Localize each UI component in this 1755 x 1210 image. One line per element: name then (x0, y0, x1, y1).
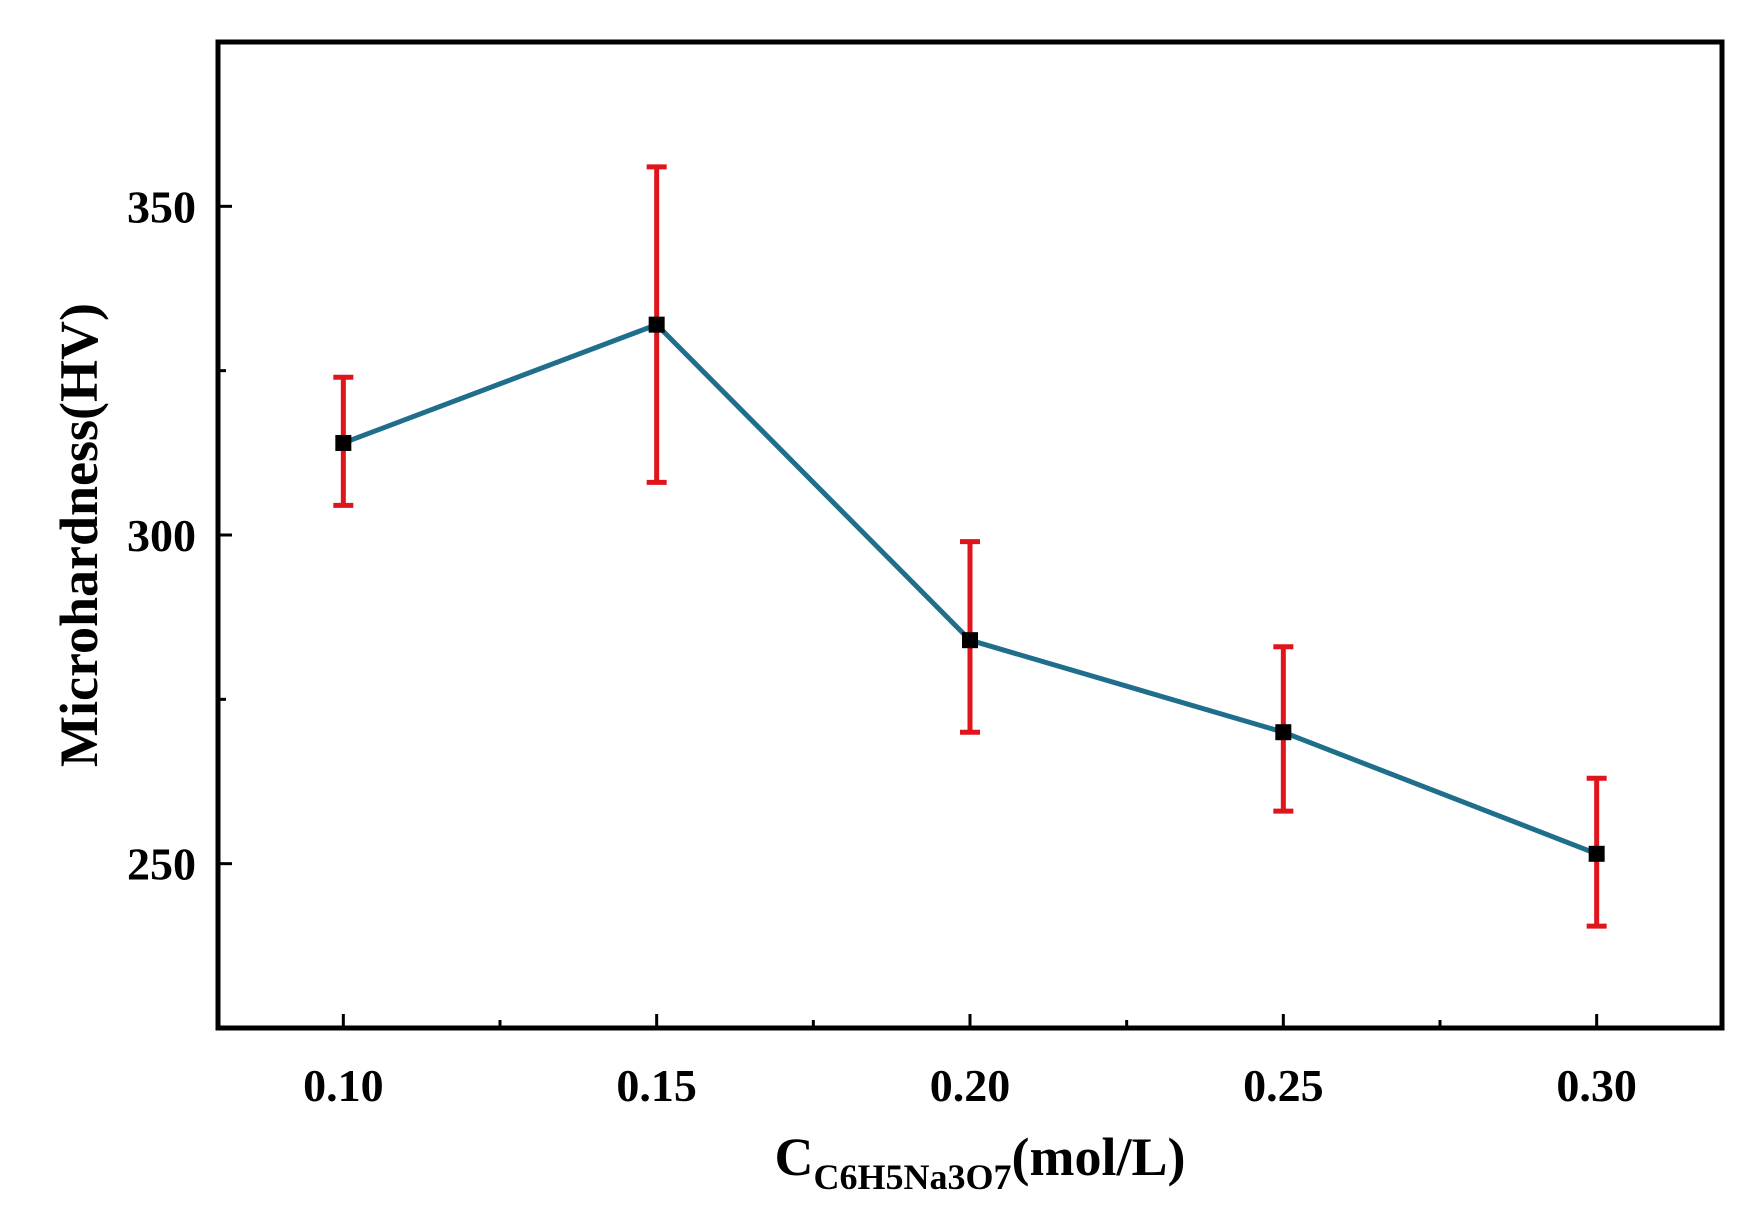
plot-frame (215, 39, 1725, 1031)
data-point (1275, 724, 1292, 741)
data-markers (335, 316, 1605, 862)
y-tick-label: 350 (127, 181, 196, 232)
data-point (1588, 845, 1605, 862)
y-tick-label: 250 (127, 839, 196, 890)
x-tick-label: 0.10 (303, 1060, 384, 1111)
data-point (335, 434, 352, 451)
x-tick-label: 0.15 (616, 1060, 697, 1111)
y-axis-title: Microhardness(HV) (49, 303, 109, 767)
x-axis-title-subscript: C6H5Na3O7 (814, 1157, 1012, 1197)
data-point (962, 632, 978, 649)
x-axis-title-main: C (775, 1127, 814, 1187)
data-point (648, 316, 665, 333)
x-axis-title: CC6H5Na3O7(mol/L) (775, 1127, 1186, 1197)
tick-labels: 0.10 0.15 0.20 0.25 0.30 250 300 350 (127, 181, 1637, 1111)
y-tick-label: 300 (127, 510, 196, 561)
x-axis-title-suffix: (mol/L) (1012, 1127, 1186, 1187)
x-tick-label: 0.30 (1556, 1060, 1637, 1111)
x-tick-label: 0.20 (930, 1060, 1011, 1111)
x-tick-label: 0.25 (1243, 1060, 1324, 1111)
